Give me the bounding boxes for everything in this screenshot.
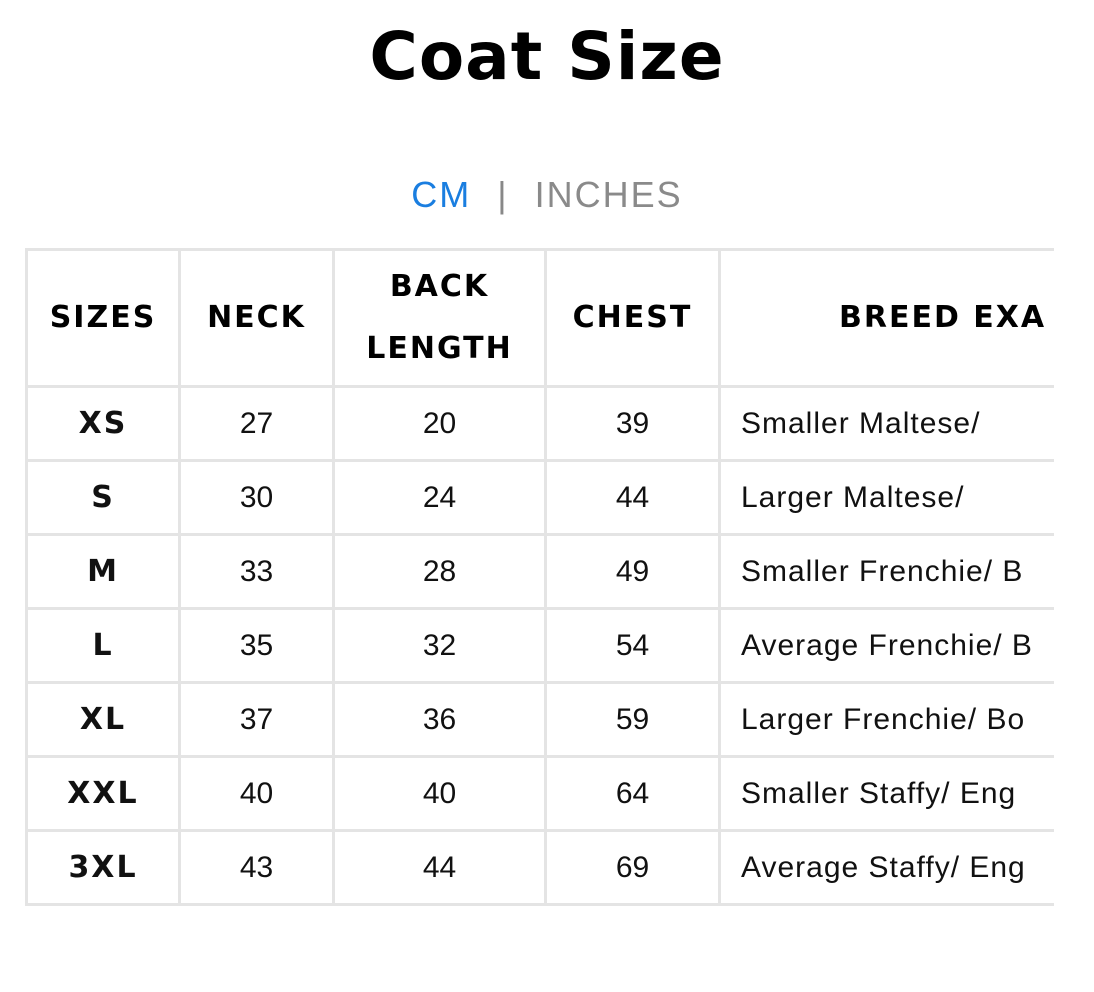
table-wrapper: SIZES NECK BACK LENGTH CHEST BREED EXA XS 27 2…: [25, 248, 1054, 932]
breed-cell: Smaller Frenchie/ B: [718, 533, 1054, 610]
breed-cell: Smaller Maltese/: [718, 385, 1054, 462]
size-cell: XXL: [25, 755, 181, 832]
breed-cell: Larger Frenchie/ Bo: [718, 681, 1054, 758]
measure-cell: 49: [544, 533, 721, 610]
measure-cell: 64: [544, 755, 721, 832]
column-header: SIZES: [25, 248, 181, 388]
breed-cell: Larger Maltese/: [718, 459, 1054, 536]
table-row: M 33 28 49 Smaller Frenchie/ B: [25, 533, 1054, 610]
unit-toggle: CM | INCHES: [0, 174, 1094, 216]
header-row: SIZES NECK BACK LENGTH CHEST BREED EXA: [25, 248, 1054, 388]
measure-cell: 39: [544, 385, 721, 462]
page-title: Coat Size: [369, 18, 725, 95]
size-cell: XL: [25, 681, 181, 758]
size-cell: XS: [25, 385, 181, 462]
measure-cell: 44: [544, 459, 721, 536]
table-body: XS 27 20 39 Smaller Maltese/S 30 24 44 Larger Ma…: [25, 385, 1054, 906]
size-cell: S: [25, 459, 181, 536]
breed-cell: Average Frenchie/ B: [718, 607, 1054, 684]
measure-cell: 20: [332, 385, 547, 462]
measure-cell: 33: [178, 533, 335, 610]
measure-cell: 37: [178, 681, 335, 758]
column-header: BACK LENGTH: [332, 248, 547, 388]
table-row: L 35 32 54 Average Frenchie/ B: [25, 607, 1054, 684]
unit-inches[interactable]: INCHES: [534, 174, 683, 215]
table-row: XL 37 36 59 Larger Frenchie/ Bo: [25, 681, 1054, 758]
breed-cell: Average Staffy/ Eng: [718, 829, 1054, 906]
size-cell: 3XL: [25, 829, 181, 906]
measure-cell: 59: [544, 681, 721, 758]
measure-cell: 27: [178, 385, 335, 462]
table-row: S 30 24 44 Larger Maltese/: [25, 459, 1054, 536]
column-header: NECK: [178, 248, 335, 388]
measure-cell: 44: [332, 829, 547, 906]
size-cell: M: [25, 533, 181, 610]
measure-cell: 30: [178, 459, 335, 536]
measure-cell: 28: [332, 533, 547, 610]
column-header: CHEST: [544, 248, 721, 388]
measure-cell: 54: [544, 607, 721, 684]
size-cell: L: [25, 607, 181, 684]
measure-cell: 24: [332, 459, 547, 536]
measure-cell: 43: [178, 829, 335, 906]
table-row: 3XL 43 44 69 Average Staffy/ Eng: [25, 829, 1054, 906]
unit-separator: |: [497, 174, 509, 215]
table-row: XXL 40 40 64 Smaller Staffy/ Eng: [25, 755, 1054, 832]
breed-cell: Smaller Staffy/ Eng: [718, 755, 1054, 832]
measure-cell: 35: [178, 607, 335, 684]
measure-cell: 40: [178, 755, 335, 832]
measure-cell: 32: [332, 607, 547, 684]
table-row: XS 27 20 39 Smaller Maltese/: [25, 385, 1054, 462]
column-header: BREED EXA: [718, 248, 1054, 388]
unit-cm[interactable]: CM: [411, 174, 472, 215]
measure-cell: 36: [332, 681, 547, 758]
measure-cell: 69: [544, 829, 721, 906]
size-table: SIZES NECK BACK LENGTH CHEST BREED EXA XS 27 2…: [25, 248, 1054, 906]
measure-cell: 40: [332, 755, 547, 832]
